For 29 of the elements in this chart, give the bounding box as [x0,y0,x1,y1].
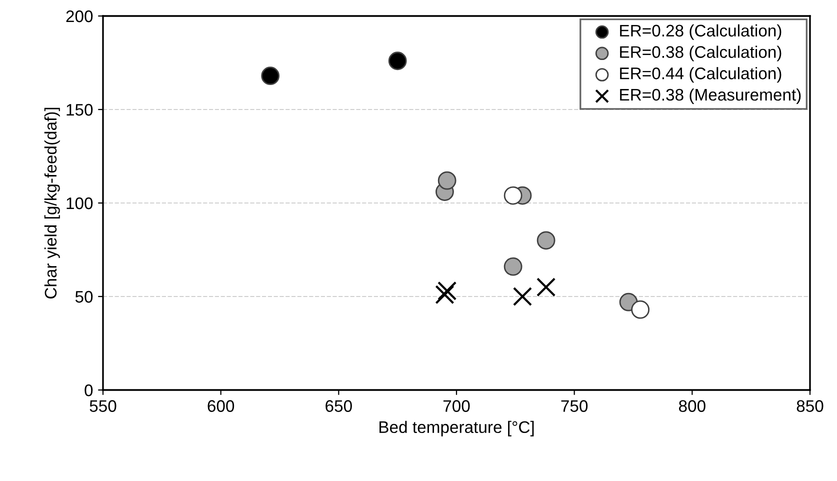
x-tick-label: 750 [561,400,588,412]
y-tick-label: 50 [75,290,93,303]
y-tick-label: 0 [84,384,93,396]
y-tick-label: 200 [66,10,93,22]
legend-label: ER=0.28 (Calculation) [620,24,782,40]
x-tick-label: 550 [90,400,116,412]
legend-label: ER=0.44 (Calculation) [620,67,782,83]
x-tick-label: 600 [208,400,234,412]
x-tick-label: 650 [326,400,352,412]
x-tick-label: 800 [678,400,706,412]
y-axis-title: Char yield [g/kg-feed(daf)] [44,108,60,298]
point [504,186,522,205]
point [536,231,556,250]
y-tick-label: 150 [66,104,93,116]
point [536,278,556,297]
point [504,257,522,276]
x-tick-label: 700 [443,400,470,412]
legend-label: ER=0.38 (Measurement) [620,88,801,104]
x-tick-label: 850 [796,400,824,412]
point [438,281,457,300]
point [512,286,532,306]
point [261,66,280,86]
point [388,52,407,70]
point [631,300,650,319]
legend-label: ER=0.38 (Calculation) [620,46,782,62]
point [438,171,456,190]
x-axis-title: Bed temperature [°C] [380,420,534,436]
point [435,285,454,304]
y-tick-label: 100 [66,197,93,210]
